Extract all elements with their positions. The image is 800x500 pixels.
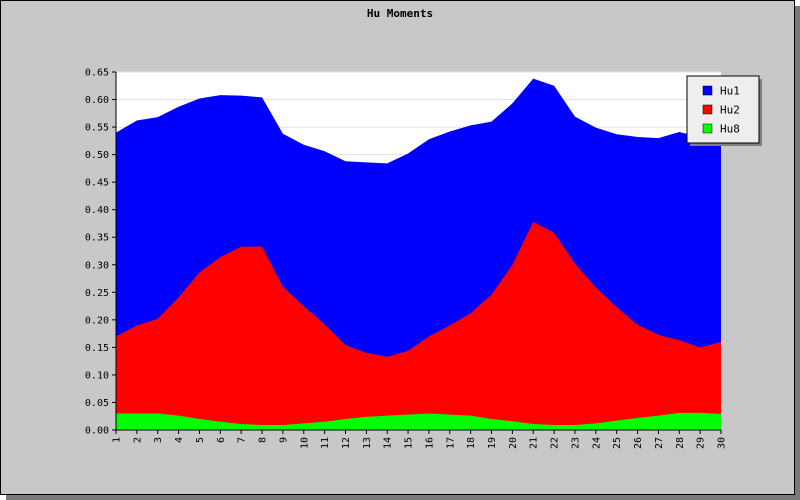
x-tick-label: 20 [508, 437, 519, 449]
x-tick-label: 14 [383, 437, 394, 449]
x-tick-label: 26 [633, 437, 644, 449]
chart-title: Hu Moments [367, 7, 433, 20]
y-tick-label: 0.15 [85, 343, 109, 354]
x-tick-label: 6 [216, 437, 227, 443]
x-tick-label: 15 [404, 437, 415, 449]
legend-label-hu2: Hu2 [720, 104, 740, 117]
x-tick-label: 18 [466, 437, 477, 449]
y-tick-label: 0.35 [85, 233, 109, 244]
y-tick-label: 0.30 [85, 260, 109, 271]
x-tick-label: 21 [529, 437, 540, 449]
x-tick-label: 22 [550, 437, 561, 449]
legend-box [686, 75, 760, 144]
x-tick-label: 29 [696, 437, 707, 449]
x-tick-label: 12 [341, 437, 352, 449]
area-hu2 [116, 221, 721, 430]
y-tick-label: 0.65 [85, 68, 109, 79]
x-tick-label: 11 [320, 437, 331, 449]
x-tick-label: 10 [299, 437, 310, 449]
x-tick-label: 24 [591, 437, 602, 449]
x-tick-label: 19 [487, 437, 498, 449]
x-tick-label: 8 [258, 437, 269, 443]
area-series [116, 78, 721, 431]
legend: Hu1 Hu2 Hu8 [686, 75, 762, 146]
y-tick-label: 0.40 [85, 205, 109, 216]
y-tick-label: 0.55 [85, 123, 109, 134]
area-hu8 [116, 412, 721, 430]
y-tick-label: 0.25 [85, 288, 109, 299]
legend-swatch-hu8 [702, 123, 713, 134]
x-tick-label: 13 [362, 437, 373, 449]
x-tick-label: 7 [237, 437, 248, 443]
legend-label-hu1: Hu1 [720, 85, 740, 98]
legend-label-hu8: Hu8 [720, 123, 740, 136]
x-tick-label: 5 [195, 437, 206, 443]
y-tick-label: 0.10 [85, 370, 109, 381]
y-tick-label: 0.50 [85, 150, 109, 161]
x-tick-label: 2 [132, 437, 143, 443]
y-tick-label: 0.20 [85, 315, 109, 326]
x-tick-label: 27 [654, 437, 665, 449]
y-tick-label: 0.45 [85, 178, 109, 189]
x-tick-label: 23 [570, 437, 581, 449]
x-tick-label: 9 [278, 437, 289, 443]
x-tick-label: 4 [174, 437, 185, 443]
y-tick-label: 0.00 [85, 426, 109, 437]
x-tick-label: 3 [153, 437, 164, 443]
axes: 0.00 0.05 0.10 0.15 0.20 0.25 0.30 0.35 0.40 0.45… [85, 68, 728, 450]
x-tick-label: 25 [612, 437, 623, 449]
x-tick-label: 28 [675, 437, 686, 449]
y-tick-label: 0.05 [85, 398, 109, 409]
legend-swatch-hu1 [702, 85, 713, 96]
x-tick-label: 30 [717, 437, 728, 449]
y-tick-label: 0.60 [85, 95, 109, 106]
x-tick-label: 16 [424, 437, 435, 449]
hu-moments-chart: Hu Moments 0.000.050.100.150.200.250.300… [85, 7, 762, 450]
x-tick-label: 17 [445, 437, 456, 449]
x-tick-label: 1 [112, 437, 123, 443]
legend-swatch-hu2 [702, 104, 713, 115]
